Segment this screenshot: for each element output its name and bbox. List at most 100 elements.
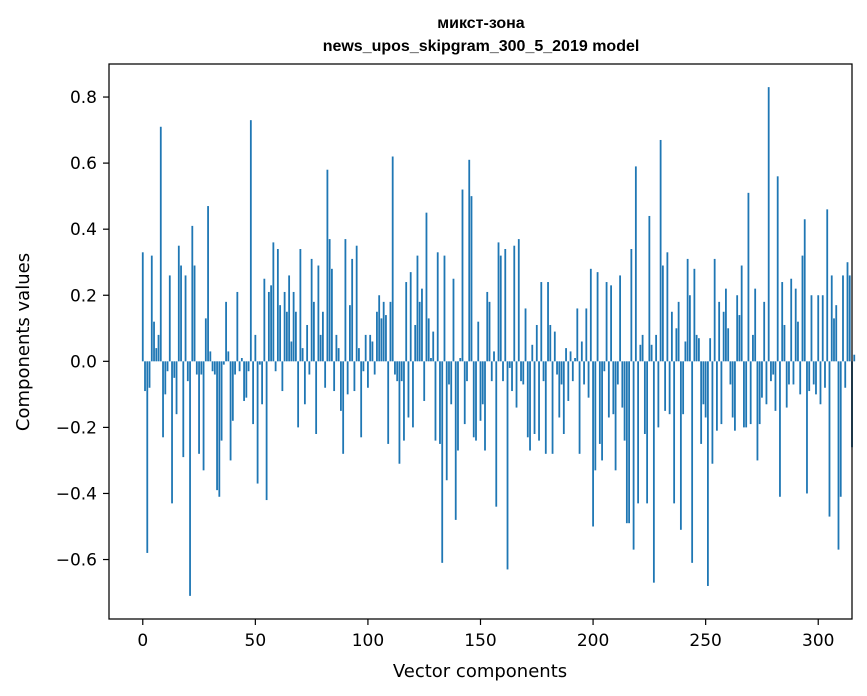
bar: [520, 361, 522, 382]
bar: [414, 324, 417, 362]
x-axis-label: Vector components: [393, 661, 567, 682]
bar: [621, 361, 624, 408]
bar: [472, 361, 475, 438]
bar: [227, 351, 230, 362]
y-tick-label: 0.8: [70, 88, 97, 108]
bar: [175, 361, 178, 415]
bar: [569, 351, 572, 362]
bar: [157, 334, 160, 362]
bar: [164, 361, 167, 395]
bar: [810, 295, 813, 362]
bar: [502, 361, 504, 382]
bar: [675, 328, 678, 362]
bar: [515, 361, 518, 408]
bar: [213, 361, 216, 375]
bar: [231, 361, 234, 421]
bar: [583, 361, 585, 385]
x-tick-label: 150: [464, 631, 496, 651]
bar: [279, 305, 282, 362]
bar: [535, 324, 538, 362]
bar: [376, 311, 378, 362]
bar: [466, 361, 468, 382]
bar: [812, 361, 815, 385]
bar: [749, 361, 752, 425]
bar: [565, 348, 567, 362]
bar: [808, 361, 811, 392]
bar: [171, 361, 173, 504]
bar: [326, 169, 329, 362]
bar: [369, 334, 372, 362]
bar: [441, 361, 444, 563]
chart-subtitle: news_upos_skipgram_300_5_2019 model: [323, 38, 640, 55]
bar: [497, 242, 500, 362]
bar: [592, 361, 594, 527]
bar: [452, 278, 455, 362]
bar: [263, 278, 266, 362]
bar: [767, 87, 770, 362]
bar: [166, 361, 169, 372]
bar: [243, 361, 245, 401]
bar: [817, 295, 820, 362]
bar: [220, 361, 223, 441]
bar: [574, 358, 576, 362]
bar: [432, 331, 435, 362]
bar: [839, 361, 842, 497]
bar: [846, 262, 849, 362]
bar: [481, 361, 484, 405]
bar: [772, 361, 775, 375]
bar: [736, 295, 739, 362]
bar: [634, 166, 637, 362]
bar: [493, 351, 495, 362]
bar: [204, 318, 207, 362]
bar: [319, 334, 322, 362]
chart-title: микст-зона: [437, 15, 525, 32]
bar: [403, 361, 405, 441]
bar: [700, 361, 703, 444]
bar: [652, 361, 655, 583]
bar: [758, 361, 761, 425]
bar: [648, 215, 651, 362]
bar: [340, 361, 342, 411]
bar: [256, 361, 259, 484]
bar: [454, 361, 457, 520]
bar: [443, 255, 446, 362]
bar: [698, 338, 700, 362]
bar: [526, 361, 529, 438]
bar: [358, 348, 360, 362]
bar: [159, 126, 162, 362]
bar: [506, 361, 509, 570]
bar: [619, 275, 621, 362]
bar: [394, 361, 396, 375]
bar: [729, 361, 732, 385]
bar: [351, 258, 354, 362]
bar: [328, 239, 331, 362]
x-tick-label: 0: [137, 631, 148, 651]
bar: [303, 361, 306, 405]
bar: [276, 249, 279, 362]
bar: [578, 361, 581, 454]
bar: [533, 361, 536, 434]
bar: [333, 361, 336, 392]
bar: [799, 361, 802, 395]
bar: [558, 361, 561, 418]
bar: [828, 361, 831, 517]
bar: [815, 361, 817, 395]
bar: [488, 301, 491, 362]
bar: [405, 282, 408, 362]
bar: [529, 361, 531, 451]
bar: [551, 361, 554, 454]
bar: [580, 341, 583, 362]
bar: [288, 275, 291, 362]
bar: [677, 301, 680, 362]
bar: [641, 334, 644, 362]
bar: [596, 272, 599, 362]
bar: [713, 258, 716, 362]
bar: [254, 334, 257, 362]
bar: [193, 265, 196, 362]
x-tick-label: 100: [352, 631, 384, 651]
bar: [342, 361, 345, 454]
bar: [632, 361, 635, 550]
bar: [274, 361, 277, 372]
bar: [360, 361, 363, 438]
